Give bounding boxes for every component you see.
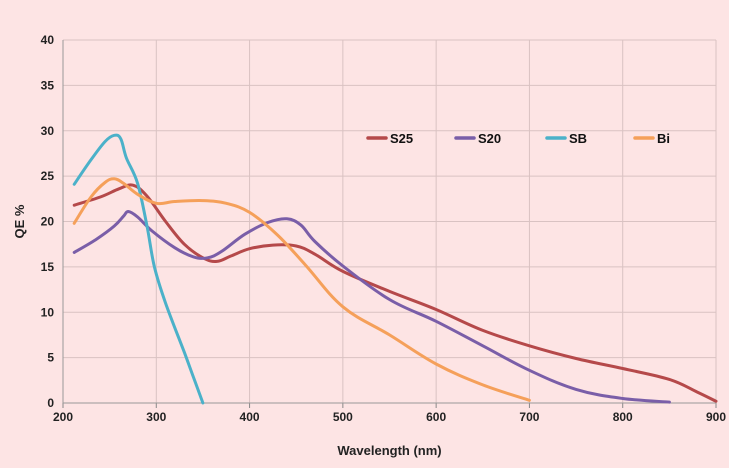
y-axis-title: QE % [12,204,27,238]
legend-label-sb: SB [569,131,587,146]
legend-label-bi: Bi [657,131,670,146]
y-tick-label: 10 [41,305,55,319]
grid [63,39,717,403]
y-tick-label: 20 [41,215,55,229]
series-line-s20 [72,210,671,404]
series-line-sb [72,133,205,405]
series-line-bi [72,177,531,402]
legend-label-s25: S25 [390,131,413,146]
x-tick-label: 800 [613,410,633,424]
axes: 0 5 10 15 20 25 30 35 40 200 300 400 500 600 700 800 900 [41,33,727,424]
y-tick-label: 35 [41,78,55,92]
y-tick-label: 0 [47,396,54,410]
x-tick-label: 300 [146,410,166,424]
legend-label-s20: S20 [478,131,501,146]
x-axis-title: Wavelength (nm) [337,443,441,458]
x-tick-label: 200 [53,410,73,424]
legend: S25 S20 SB Bi [366,131,670,146]
series [72,133,718,405]
y-tick-label: 30 [41,124,55,138]
y-tick-label: 40 [41,33,55,47]
y-tick-label: 15 [41,260,55,274]
x-tick-label: 700 [519,410,539,424]
x-tick-label: 400 [240,410,260,424]
series-line-s25 [72,183,718,403]
x-tick-label: 900 [706,410,726,424]
y-tick-label: 25 [41,169,55,183]
y-tick-label: 5 [47,351,54,365]
x-tick-label: 600 [426,410,446,424]
x-tick-label: 500 [333,410,353,424]
